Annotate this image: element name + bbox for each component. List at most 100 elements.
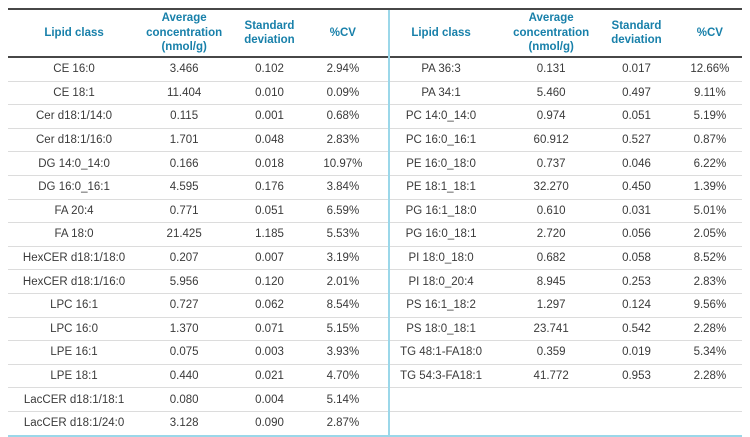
- cell: [375, 387, 508, 412]
- cell: 4.595: [140, 175, 229, 200]
- table-row: LPC 16:0 1.370 0.071 5.15%: [8, 317, 375, 342]
- table-row: CE 16:0 3.466 0.102 2.94%: [8, 57, 375, 82]
- cell: 60.912: [507, 128, 596, 153]
- cell: 0.051: [228, 199, 311, 224]
- cell: 1.297: [507, 293, 596, 318]
- table-row: LPE 16:1 0.075 0.003 3.93%: [8, 340, 375, 365]
- cell: 11.404: [140, 81, 229, 106]
- cell: 2.83%: [677, 269, 742, 294]
- cell: 0.048: [228, 128, 311, 153]
- cell: 0.440: [140, 364, 229, 389]
- cell: 0.737: [507, 151, 596, 176]
- col-header-standard-deviation: Standard deviation: [228, 10, 311, 58]
- lipid-table-left: Lipid class Average concentration (nmol/…: [8, 10, 375, 435]
- cell: 8.945: [507, 269, 596, 294]
- cell: 5.53%: [310, 222, 375, 247]
- lipid-concentration-tables: Lipid class Average concentration (nmol/…: [8, 8, 742, 437]
- cell: 0.542: [595, 317, 678, 342]
- cell: PE 16:0_18:0: [375, 151, 508, 176]
- cell: PC 14:0_14:0: [375, 104, 508, 129]
- cell: 23.741: [507, 317, 596, 342]
- cell: PC 16:0_16:1: [375, 128, 508, 153]
- cell: FA 18:0: [8, 222, 141, 247]
- table-row: DG 14:0_14:0 0.166 0.018 10.97%: [8, 151, 375, 176]
- cell: 0.527: [595, 128, 678, 153]
- cell: CE 18:1: [8, 81, 141, 106]
- cell: LPC 16:0: [8, 317, 141, 342]
- table-row: PI 18:0_18:0 0.682 0.058 8.52%: [375, 246, 742, 271]
- cell: [375, 411, 507, 434]
- table-row: PS 16:1_18:2 1.297 0.124 9.56%: [375, 293, 742, 318]
- cell: 0.120: [228, 269, 311, 294]
- cell: PA 36:3: [375, 57, 508, 82]
- cell: 0.090: [255, 417, 284, 430]
- cell: 0.87%: [677, 128, 742, 153]
- cell: [507, 411, 595, 434]
- cell: 32.270: [507, 175, 596, 200]
- table-row: PG 16:1_18:0 0.610 0.031 5.01%: [375, 199, 742, 224]
- table-row: LacCER d18:1/24:0 3.128 0.090 2.87%: [8, 411, 375, 434]
- cell: 0.080: [140, 387, 229, 412]
- cell: 0.102: [228, 57, 311, 82]
- cell: 5.15%: [310, 317, 375, 342]
- cell: 0.682: [507, 246, 596, 271]
- cell: DG 16:0_16:1: [8, 175, 141, 200]
- cell: DG 14:0_14:0: [8, 151, 141, 176]
- cell: PS 16:1_18:2: [375, 293, 508, 318]
- cell: Cer d18:1/16:0: [8, 128, 141, 153]
- cell: [595, 411, 678, 434]
- cell: 0.019: [595, 340, 678, 365]
- cell: [507, 387, 596, 412]
- cell: 41.772: [507, 364, 596, 389]
- cell: 0.075: [140, 340, 229, 365]
- cell: 5.956: [140, 269, 229, 294]
- cell: PS 18:0_18:1: [375, 317, 508, 342]
- cell: PI 18:0_18:0: [375, 246, 508, 271]
- cell: 6.59%: [310, 199, 375, 224]
- cell: FA 20:4: [8, 199, 141, 224]
- cell: 4.70%: [310, 364, 375, 389]
- cell: 0.166: [140, 151, 229, 176]
- col-header-percent-cv: %CV: [310, 10, 375, 58]
- cell: 0.974: [507, 104, 596, 129]
- table-row: [375, 387, 742, 412]
- cell: 3.128: [169, 417, 199, 430]
- table-row: FA 20:4 0.771 0.051 6.59%: [8, 199, 375, 224]
- table-row: PA 34:1 5.460 0.497 9.11%: [375, 81, 742, 106]
- cell: PE 18:1_18:1: [375, 175, 508, 200]
- table-row: PG 16:0_18:1 2.720 0.056 2.05%: [375, 222, 742, 247]
- cell: PG 16:1_18:0: [375, 199, 508, 224]
- table-row: FA 18:0 21.425 1.185 5.53%: [8, 222, 375, 247]
- cell: 0.253: [595, 269, 678, 294]
- cell: 3.93%: [310, 340, 375, 365]
- cell: 5.19%: [677, 104, 742, 129]
- cell: 1.185: [228, 222, 311, 247]
- table-row: Cer d18:1/14:0 0.115 0.001 0.68%: [8, 104, 375, 129]
- header-row: Lipid class Average concentration (nmol/…: [8, 10, 375, 58]
- cell: 0.207: [140, 246, 229, 271]
- cell: TG 48:1-FA18:0: [375, 340, 508, 365]
- cell: 2.28%: [677, 364, 742, 389]
- cell: LPE 18:1: [8, 364, 141, 389]
- table-divider-line: [388, 10, 391, 435]
- col-header-standard-deviation: Standard deviation: [595, 10, 678, 58]
- col-header-average-concentration: Average concentration (nmol/g): [140, 10, 229, 58]
- cell: 1.701: [140, 128, 229, 153]
- cell: PI 18:0_20:4: [375, 269, 508, 294]
- cell: TG 54:3-FA18:1: [375, 364, 508, 389]
- cell: 2.05%: [677, 222, 742, 247]
- table-row: PA 36:3 0.131 0.017 12.66%: [375, 57, 742, 82]
- cell: 6.22%: [677, 151, 742, 176]
- cell: 0.031: [595, 199, 678, 224]
- table-row: LPC 16:1 0.727 0.062 8.54%: [8, 293, 375, 318]
- cell: [595, 387, 678, 412]
- cell: 0.450: [595, 175, 678, 200]
- table-body-right: PA 36:3 0.131 0.017 12.66% PA 34:1 5.460 0.497…: [375, 57, 742, 435]
- cell: 0.017: [595, 57, 678, 82]
- cell: Cer d18:1/14:0: [8, 104, 141, 129]
- cell: 3.84%: [310, 175, 375, 200]
- cell: 2.01%: [310, 269, 375, 294]
- cell: 0.007: [228, 246, 311, 271]
- cell: 21.425: [140, 222, 229, 247]
- col-header-average-concentration: Average concentration (nmol/g): [507, 10, 596, 58]
